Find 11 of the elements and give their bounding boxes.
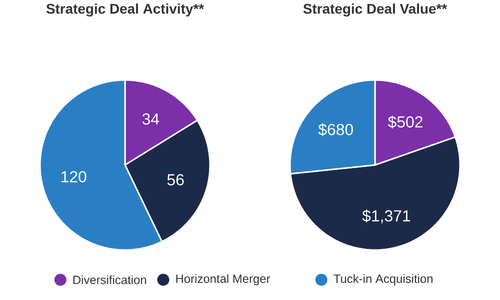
data-label: $502 xyxy=(388,116,422,128)
legend-label: Diversification xyxy=(73,275,146,284)
chart-title: Strategic Deal Activity** xyxy=(46,3,204,17)
data-label: $680 xyxy=(318,123,353,136)
data-label: 120 xyxy=(62,171,86,182)
legend-label: Horizontal Merger xyxy=(176,274,270,286)
chart-title: Strategic Deal Value** xyxy=(303,3,448,17)
legend-label: Tuck-in Acquisition xyxy=(334,274,432,286)
data-label: 56 xyxy=(167,174,184,186)
data-label: 34 xyxy=(142,113,160,125)
data-label: $1,371 xyxy=(362,210,410,224)
